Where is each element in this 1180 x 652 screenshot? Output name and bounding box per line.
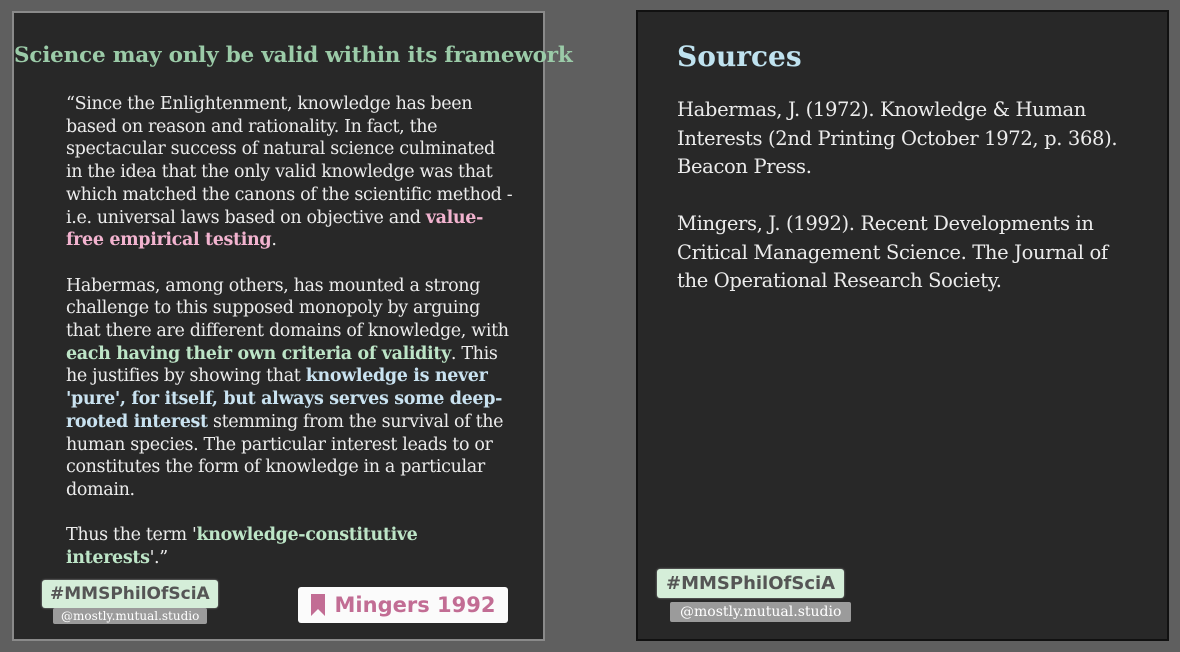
source-entry: Habermas, J. (1972). Knowledge & Human I… <box>677 98 1118 178</box>
quote-paragraph-2: Habermas, among others, has mounted a st… <box>66 275 516 502</box>
handle-label: @mostly.mutual.studio <box>670 602 852 622</box>
quote-text: stemming from the survival of the human … <box>66 411 504 500</box>
citation-badge: Mingers 1992 <box>298 587 508 623</box>
quote-body: “Since the Enlightenment, knowledge has … <box>66 93 516 570</box>
handle-label: @mostly.mutual.studio <box>53 608 208 624</box>
quote-text: . <box>271 230 277 251</box>
quote-card: Science may only be valid within its fra… <box>12 11 573 641</box>
quote-card-title: Science may only be valid within its fra… <box>14 43 573 68</box>
quote-paragraph-1: “Since the Enlightenment, knowledge has … <box>66 93 516 252</box>
hashtag-label: #MMSPhilOfSciA <box>657 569 845 598</box>
bookmark-icon <box>310 594 325 616</box>
quote-text: . This he justifies by showing that <box>66 343 498 387</box>
quote-text: Thus the term ' <box>66 525 197 546</box>
highlight-term: knowledge-constitutive interests <box>66 525 418 569</box>
sources-title: Sources <box>677 40 802 73</box>
quote-text: Habermas, among others, has mounted a st… <box>66 275 509 342</box>
quote-text: '.” <box>149 548 169 569</box>
highlight-criteria: each having their own criteria of validi… <box>66 343 451 364</box>
quote-text: “Since the Enlightenment, knowledge has … <box>66 94 513 228</box>
highlight-interest: knowledge is never 'pure', for itself, b… <box>66 366 502 432</box>
sources-card: Sources Habermas, J. (1972). Knowledge &… <box>636 10 1169 641</box>
highlight-value-free: value-free empirical testing <box>66 207 483 251</box>
source-entry: Mingers, J. (1992). Recent Developments … <box>677 212 1108 292</box>
quote-paragraph-3: Thus the term 'knowledge-constitutive in… <box>66 524 516 569</box>
sources-list: Habermas, J. (1972). Knowledge & Human I… <box>677 96 1137 324</box>
hashtag-label: #MMSPhilOfSciA <box>42 580 218 608</box>
citation-label: Mingers 1992 <box>334 593 496 617</box>
